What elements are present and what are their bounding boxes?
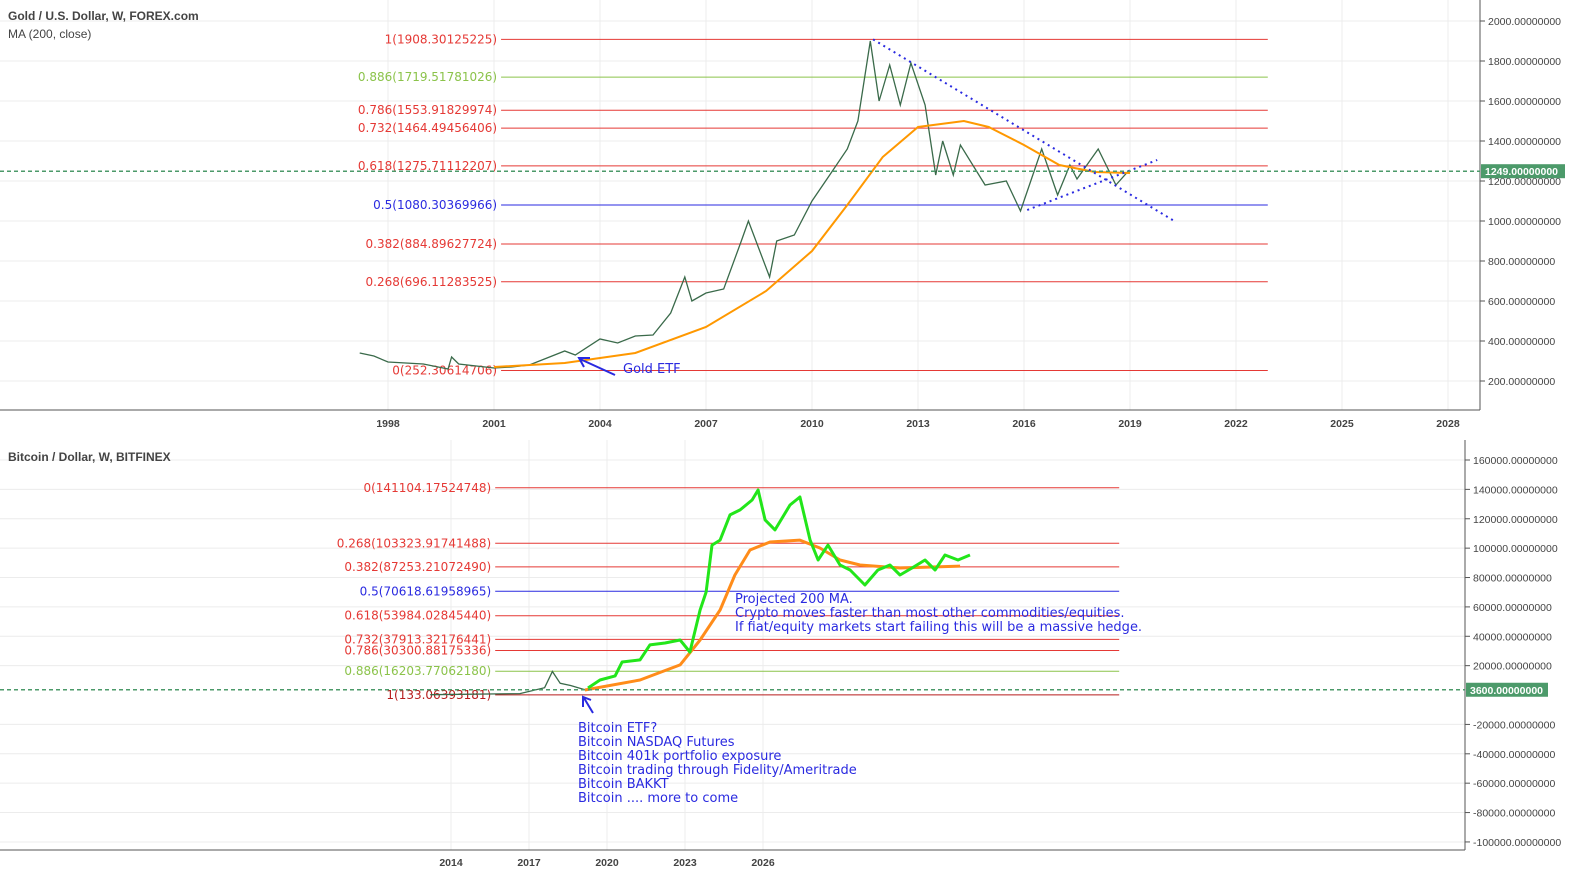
bitcoin-y-tick-label: 40000.00000000 xyxy=(1473,631,1552,643)
gold-fib-level-label: 0.382(884.89627724) xyxy=(366,237,498,251)
gold-fib-level-label: 0.886(1719.51781026) xyxy=(358,70,497,84)
bitcoin-x-tick-label: 2017 xyxy=(517,857,541,869)
gold-y-tick-label: 1600.00000000 xyxy=(1488,96,1561,108)
gold-x-tick-label: 2010 xyxy=(800,418,824,430)
bitcoin-x-tick-label: 2023 xyxy=(673,857,697,869)
gold-y-tick-label: 1200.00000000 xyxy=(1488,176,1561,188)
gold-x-tick-label: 2007 xyxy=(694,418,718,430)
bitcoin-fib-level-label: 0.732(37913.32176441) xyxy=(344,632,491,646)
bitcoin-y-tick-label: -40000.00000000 xyxy=(1473,749,1555,761)
bitcoin-catalyst-note-line: Bitcoin trading through Fidelity/Ameritr… xyxy=(578,763,857,778)
bitcoin-x-tick-label: 2014 xyxy=(439,857,463,869)
bitcoin-y-tick-label: 100000.00000000 xyxy=(1473,543,1558,555)
gold-fib-level-label: 0.732(1464.49456406) xyxy=(358,121,497,135)
bitcoin-fib-level-label: 0.886(16203.77062180) xyxy=(344,664,491,678)
bitcoin-x-tick-label: 2026 xyxy=(751,857,775,869)
bitcoin-fib-level-label: 0.786(30300.88175336) xyxy=(344,644,491,658)
bitcoin-arrow-icon xyxy=(583,697,594,714)
gold-y-tick-label: 400.00000000 xyxy=(1488,336,1555,348)
bitcoin-fib-level-label: 0.618(53984.02845440) xyxy=(344,609,491,623)
projected-ma-note-line: Projected 200 MA. xyxy=(735,592,853,607)
gold-etf-annotation: Gold ETF xyxy=(623,362,681,377)
gold-x-tick-label: 2013 xyxy=(906,418,930,430)
bitcoin-fib-level-label: 0.382(87253.21072490) xyxy=(344,560,491,574)
bitcoin-catalyst-note-line: Bitcoin 401k portfolio exposure xyxy=(578,749,781,764)
gold-y-tick-label: 1000.00000000 xyxy=(1488,216,1561,228)
bitcoin-catalyst-note-line: Bitcoin .... more to come xyxy=(578,791,738,806)
bitcoin-catalyst-note-line: Bitcoin BAKKT xyxy=(578,777,669,792)
gold-x-tick-label: 2028 xyxy=(1436,418,1460,430)
gold-y-tick-label: 1400.00000000 xyxy=(1488,136,1561,148)
bitcoin-y-tick-label: -20000.00000000 xyxy=(1473,719,1555,731)
gold-etf-arrow-icon xyxy=(579,358,616,376)
gold-x-tick-label: 2016 xyxy=(1012,418,1036,430)
bitcoin-fib-level-label: 0(141104.17524748) xyxy=(363,481,491,495)
bitcoin-y-tick-label: 160000.00000000 xyxy=(1473,455,1558,467)
bitcoin-y-tick-label: 80000.00000000 xyxy=(1473,573,1552,585)
gold-y-tick-label: 2000.00000000 xyxy=(1488,16,1561,28)
gold-x-tick-label: 2001 xyxy=(482,418,506,430)
bitcoin-y-tick-label: -60000.00000000 xyxy=(1473,778,1555,790)
gold-chart-title: Gold / U.S. Dollar, W, FOREX.com xyxy=(8,9,199,23)
gold-x-tick-label: 1998 xyxy=(376,418,400,430)
gold-trendline xyxy=(872,38,1177,223)
gold-x-tick-label: 2022 xyxy=(1224,418,1248,430)
gold-pane: 200.00000000 400.00000000 600.00000000 800.… xyxy=(0,0,1565,430)
bitcoin-fib-level-label: 0.268(103323.91741488) xyxy=(337,536,491,550)
bitcoin-y-tick-label: 140000.00000000 xyxy=(1473,484,1558,496)
bitcoin-pane: 160000.00000000 140000.00000000 120000.000… xyxy=(0,440,1561,869)
bitcoin-projected-ma-line xyxy=(584,538,961,692)
gold-x-tick-label: 2025 xyxy=(1330,418,1354,430)
bitcoin-x-tick-label: 2020 xyxy=(595,857,619,869)
gold-fib-level-label: 0.618(1275.71112207) xyxy=(358,159,497,173)
bitcoin-projected-price-line xyxy=(587,488,971,690)
annotations: Gold ETF Projected 200 MA.Crypto moves fa… xyxy=(577,357,1142,806)
gold-trendline xyxy=(1026,159,1158,211)
gold-y-tick-label: 200.00000000 xyxy=(1488,376,1555,388)
bitcoin-price-series xyxy=(430,670,586,696)
gold-y-tick-label: 800.00000000 xyxy=(1488,256,1555,268)
projected-ma-note-line: If fiat/equity markets start failing thi… xyxy=(735,620,1142,635)
bitcoin-y-tick-label: 60000.00000000 xyxy=(1473,602,1552,614)
bitcoin-catalyst-note-line: Bitcoin NASDAQ Futures xyxy=(578,735,735,750)
bitcoin-y-tick-label: -100000.00000000 xyxy=(1473,837,1561,849)
bitcoin-y-tick-label: -80000.00000000 xyxy=(1473,808,1555,820)
projected-ma-note-line: Crypto moves faster than most other comm… xyxy=(735,606,1125,621)
gold-current-price-label: 1249.00000000 xyxy=(1485,166,1558,178)
gold-fib-level-label: 0(252.30614706) xyxy=(392,364,497,378)
gold-x-tick-label: 2019 xyxy=(1118,418,1142,430)
gold-etf-arrow-head-icon xyxy=(577,357,590,368)
bitcoin-fib-level-label: 0.5(70618.61958965) xyxy=(360,584,492,598)
bitcoin-catalyst-note-line: Bitcoin ETF? xyxy=(578,721,657,736)
gold-ma200-line xyxy=(493,119,1131,368)
bitcoin-current-price-badge xyxy=(1466,682,1548,697)
gold-fib-level-label: 0.786(1553.91829974) xyxy=(358,103,497,117)
gold-x-tick-label: 2004 xyxy=(588,418,612,430)
gold-y-tick-label: 600.00000000 xyxy=(1488,296,1555,308)
bitcoin-current-price-label: 3600.00000000 xyxy=(1470,685,1543,697)
bitcoin-y-tick-label: 120000.00000000 xyxy=(1473,514,1558,526)
gold-y-tick-label: 1800.00000000 xyxy=(1488,56,1561,68)
gold-current-price-badge xyxy=(1481,164,1565,179)
gold-fib-level-label: 0.268(696.11283525) xyxy=(366,275,498,289)
bitcoin-arrow-head-icon xyxy=(582,695,592,707)
bitcoin-chart-title: Bitcoin / Dollar, W, BITFINEX xyxy=(8,450,171,464)
gold-fib-level-label: 0.5(1080.30369966) xyxy=(373,198,497,212)
bitcoin-y-tick-label: 20000.00000000 xyxy=(1473,661,1552,673)
gold-fib-level-label: 1(1908.30125225) xyxy=(385,32,497,46)
gold-ma-indicator-label[interactable]: MA (200, close) xyxy=(8,27,92,41)
